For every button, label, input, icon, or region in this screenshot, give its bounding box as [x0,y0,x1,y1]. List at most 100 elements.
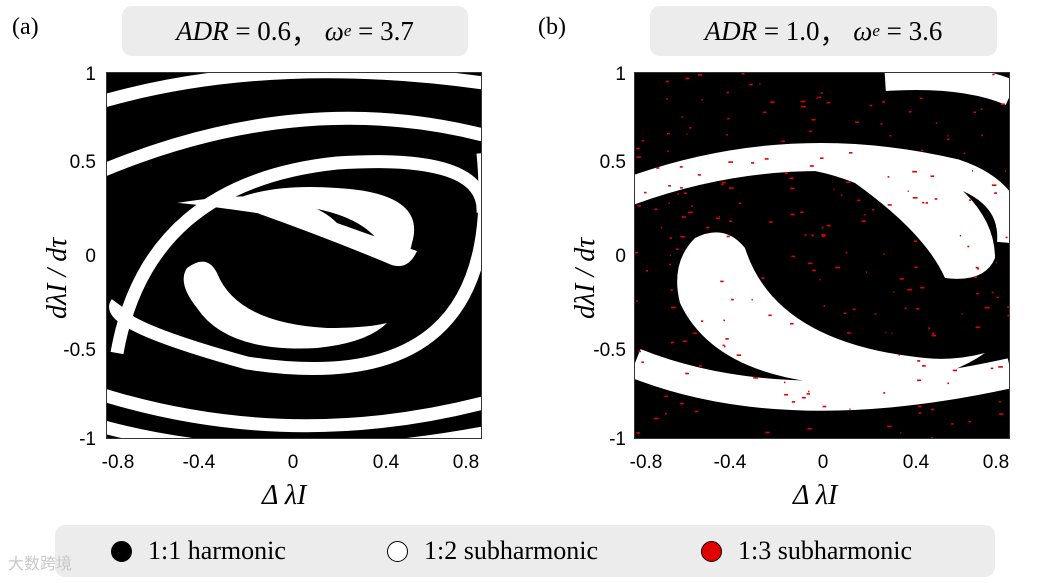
subharmonic-point [644,191,647,194]
subharmonic-point [751,298,753,301]
subharmonic-point [677,193,679,195]
subharmonic-point [811,118,816,121]
subharmonic-point [887,176,890,178]
subharmonic-point [706,226,710,229]
subharmonic-point [1005,236,1008,239]
subharmonic-point [668,202,670,204]
panel-b-xlabel: Δ λI [793,480,838,511]
subharmonic-point [668,185,671,187]
subharmonic-point [636,300,638,302]
subharmonic-point [808,390,810,393]
subharmonic-point [724,345,726,348]
subharmonic-point [996,296,999,299]
subharmonic-point [833,188,835,191]
watermark: 大数跨境 [8,554,73,573]
panel-a-ytick-0: 0 [85,246,96,267]
subharmonic-point [667,132,670,135]
subharmonic-point [764,158,769,160]
subharmonic-point [930,175,935,177]
subharmonic-point [636,432,640,434]
subharmonic-point [791,255,796,258]
subharmonic-point [904,307,907,310]
panel-a-xtick--0.8: -0.8 [101,452,135,473]
subharmonic-point [992,73,995,76]
subharmonic-point [872,209,875,211]
subharmonic-point [981,134,983,137]
subharmonic-point [664,412,667,415]
subharmonic-point [947,382,949,385]
subharmonic-point [728,161,734,163]
legend-label: 1:1 harmonic [148,536,286,565]
subharmonic-point [680,402,684,405]
panel-b-ytick-1: 1 [615,64,626,85]
legend-label: 1:3 subharmonic [738,536,913,565]
subharmonic-point [999,400,1001,403]
panel-b-spiral-band-3 [635,349,1009,411]
subharmonic-point [874,313,877,315]
panel-a-ytick--1: -1 [79,429,96,450]
subharmonic-point [917,360,921,362]
subharmonic-point [959,234,962,237]
subharmonic-point [698,365,703,367]
subharmonic-point [967,245,970,248]
panel-a-xtick-0: 0 [287,452,299,473]
subharmonic-point [820,157,824,159]
subharmonic-point [809,130,812,133]
panel-a-heatmap [106,72,482,439]
subharmonic-point [669,237,672,239]
subharmonic-point [671,341,674,344]
subharmonic-point [736,354,742,356]
panel-b-spiral-band-1 [884,73,1009,106]
subharmonic-point [685,372,689,375]
subharmonic-point [784,381,786,384]
subharmonic-point [784,393,788,396]
subharmonic-point [976,292,979,295]
subharmonic-point [975,266,979,269]
subharmonic-point [849,152,853,154]
subharmonic-point [883,253,885,255]
subharmonic-point [701,320,704,322]
subharmonic-point [637,205,641,207]
panel-a-ytick--0.5: -0.5 [63,340,96,361]
subharmonic-point [820,92,823,94]
subharmonic-point [685,77,690,80]
panel-a-spiral-band-5 [107,389,481,433]
subharmonic-point [790,187,795,190]
subharmonic-point [908,110,912,113]
subharmonic-point [721,181,726,184]
panel-a-lobe-right-tip [227,187,415,264]
subharmonic-point [664,395,668,398]
subharmonic-point [913,240,917,242]
subharmonic-point [800,211,804,213]
subharmonic-point [726,134,728,136]
subharmonic-point [889,134,892,137]
param2-sub: e [343,21,352,40]
panel-b-subharmonic-points [635,73,1009,438]
subharmonic-point [821,235,826,238]
legend-item-subharmonic-3: 1:3 subharmonic [701,536,912,566]
subharmonic-point [654,208,658,210]
subharmonic-point [922,365,926,367]
legend: 1:1 harmonic 1:2 subharmonic 1:3 subharm… [55,525,995,577]
subharmonic-point [947,134,949,137]
subharmonic-point [925,202,928,204]
subharmonic-point [781,140,785,143]
subharmonic-point [984,306,990,309]
panel-a-ytick-0.5: 0.5 [69,152,96,173]
subharmonic-point [935,122,938,124]
subharmonic-point [846,181,851,183]
subharmonic-point [682,340,688,342]
subharmonic-point [918,412,922,414]
param1-name: ADR [704,15,758,46]
subharmonic-point [1004,170,1007,172]
subharmonic-point [843,312,847,314]
subharmonic-point [680,187,683,189]
subharmonic-point [931,436,933,438]
subharmonic-point [809,165,814,167]
subharmonic-point [963,152,966,155]
legend-item-subharmonic-2: 1:2 subharmonic [387,536,598,566]
subharmonic-point [749,83,753,86]
subharmonic-point [887,425,892,428]
panel-a-xlabel: Δ λI [262,480,307,511]
